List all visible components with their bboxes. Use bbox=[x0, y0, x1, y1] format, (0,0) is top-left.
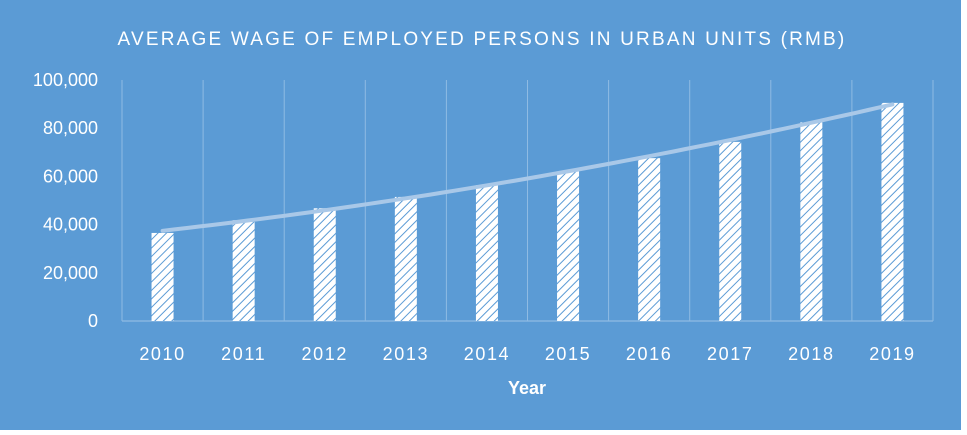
gridlines bbox=[121, 80, 934, 322]
bar-2017 bbox=[719, 141, 742, 321]
bar-2011 bbox=[232, 220, 255, 321]
y-tick-label: 0 bbox=[88, 311, 98, 331]
chart-title: AVERAGE WAGE OF EMPLOYED PERSONS IN URBA… bbox=[118, 29, 847, 50]
x-tick-label: 2015 bbox=[545, 344, 591, 364]
bar-2010 bbox=[151, 232, 174, 321]
trendline bbox=[160, 102, 895, 233]
y-tick-label: 100,000 bbox=[33, 70, 98, 90]
bar-2016 bbox=[638, 158, 661, 321]
trendline-group bbox=[160, 102, 895, 233]
x-tick-label: 2019 bbox=[869, 344, 915, 364]
y-tick-label: 40,000 bbox=[43, 215, 98, 235]
bars bbox=[151, 102, 904, 321]
y-tick-label: 80,000 bbox=[43, 118, 98, 138]
bar-2014 bbox=[475, 185, 498, 321]
x-tick-label: 2010 bbox=[139, 344, 185, 364]
y-tick-label: 20,000 bbox=[43, 263, 98, 283]
y-axis-ticks: 0 20,000 40,000 60,000 80,000 100,000 bbox=[33, 70, 98, 331]
x-tick-label: 2012 bbox=[302, 344, 348, 364]
x-tick-label: 2014 bbox=[464, 344, 510, 364]
x-axis-ticks: 2010 2011 2012 2013 2014 2015 2016 2017 2018 2019 bbox=[139, 344, 915, 364]
bar-2019 bbox=[881, 102, 904, 321]
x-axis-title: Year bbox=[508, 378, 546, 398]
x-tick-label: 2011 bbox=[221, 344, 266, 364]
bar-2013 bbox=[394, 196, 417, 321]
bar-2015 bbox=[557, 171, 580, 321]
x-tick-label: 2017 bbox=[707, 344, 753, 364]
bar-2018 bbox=[800, 122, 823, 321]
x-tick-label: 2016 bbox=[626, 344, 672, 364]
y-tick-label: 60,000 bbox=[43, 166, 98, 186]
x-tick-label: 2018 bbox=[788, 344, 834, 364]
bar-2012 bbox=[313, 208, 336, 321]
x-tick-label: 2013 bbox=[383, 344, 429, 364]
